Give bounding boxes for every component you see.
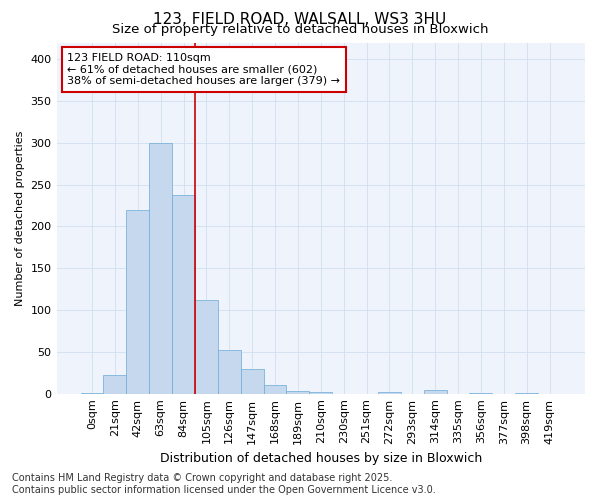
Bar	[263, 386, 286, 394]
Bar	[310, 392, 332, 394]
Bar	[172, 194, 195, 394]
Bar	[127, 210, 149, 394]
Bar	[80, 393, 103, 394]
Bar	[218, 350, 241, 394]
Bar	[515, 393, 538, 394]
Text: Size of property relative to detached houses in Bloxwich: Size of property relative to detached ho…	[112, 22, 488, 36]
X-axis label: Distribution of detached houses by size in Bloxwich: Distribution of detached houses by size …	[160, 452, 482, 465]
Text: 123 FIELD ROAD: 110sqm
← 61% of detached houses are smaller (602)
38% of semi-de: 123 FIELD ROAD: 110sqm ← 61% of detached…	[67, 53, 340, 86]
Bar	[469, 393, 493, 394]
Bar	[286, 391, 310, 394]
Bar	[149, 143, 172, 394]
Text: Contains HM Land Registry data © Crown copyright and database right 2025.
Contai: Contains HM Land Registry data © Crown c…	[12, 474, 436, 495]
Bar	[241, 368, 263, 394]
Bar	[378, 392, 401, 394]
Bar	[195, 300, 218, 394]
Bar	[424, 390, 446, 394]
Y-axis label: Number of detached properties: Number of detached properties	[15, 130, 25, 306]
Text: 123, FIELD ROAD, WALSALL, WS3 3HU: 123, FIELD ROAD, WALSALL, WS3 3HU	[154, 12, 446, 28]
Bar	[103, 376, 127, 394]
